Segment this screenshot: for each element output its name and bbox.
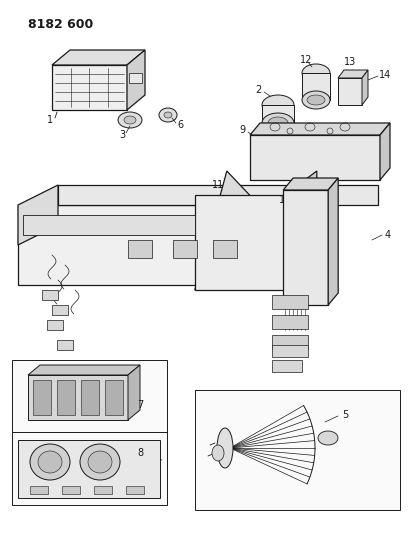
Ellipse shape bbox=[80, 444, 120, 480]
Polygon shape bbox=[379, 123, 389, 180]
Ellipse shape bbox=[216, 428, 232, 468]
Ellipse shape bbox=[211, 445, 223, 461]
Text: 8: 8 bbox=[137, 448, 143, 458]
Text: 9: 9 bbox=[238, 125, 245, 135]
Polygon shape bbox=[283, 178, 337, 190]
Polygon shape bbox=[284, 171, 316, 290]
Ellipse shape bbox=[306, 95, 324, 105]
Polygon shape bbox=[33, 380, 51, 415]
Polygon shape bbox=[28, 365, 139, 375]
Polygon shape bbox=[271, 295, 307, 309]
Bar bbox=[52, 305, 68, 315]
Polygon shape bbox=[194, 171, 316, 290]
Text: 3: 3 bbox=[119, 130, 125, 140]
Polygon shape bbox=[337, 70, 367, 78]
Polygon shape bbox=[129, 73, 142, 83]
Polygon shape bbox=[127, 50, 145, 110]
Polygon shape bbox=[128, 365, 139, 420]
Ellipse shape bbox=[118, 112, 142, 128]
Ellipse shape bbox=[301, 91, 329, 109]
Polygon shape bbox=[361, 70, 367, 105]
Polygon shape bbox=[62, 486, 80, 494]
Text: 14: 14 bbox=[378, 70, 390, 80]
Ellipse shape bbox=[159, 108, 177, 122]
Text: 4: 4 bbox=[384, 230, 390, 240]
Text: 10: 10 bbox=[278, 195, 290, 205]
Polygon shape bbox=[18, 205, 205, 285]
Bar bbox=[12, 360, 166, 505]
Text: 2: 2 bbox=[254, 85, 261, 95]
Polygon shape bbox=[18, 185, 58, 245]
Polygon shape bbox=[57, 380, 75, 415]
Polygon shape bbox=[128, 240, 152, 258]
Polygon shape bbox=[301, 73, 329, 100]
Ellipse shape bbox=[261, 113, 293, 133]
Polygon shape bbox=[271, 315, 307, 329]
Bar bbox=[57, 340, 73, 350]
Ellipse shape bbox=[267, 117, 287, 129]
Ellipse shape bbox=[38, 451, 62, 473]
Polygon shape bbox=[52, 50, 145, 65]
Text: 12: 12 bbox=[299, 55, 311, 65]
Bar bbox=[195, 390, 399, 510]
Ellipse shape bbox=[124, 116, 136, 124]
Text: 13: 13 bbox=[343, 57, 355, 67]
Text: 11: 11 bbox=[211, 180, 224, 190]
Polygon shape bbox=[81, 380, 99, 415]
Ellipse shape bbox=[30, 444, 70, 480]
Polygon shape bbox=[261, 105, 293, 123]
Text: 8182 600: 8182 600 bbox=[28, 18, 93, 31]
Polygon shape bbox=[23, 215, 194, 235]
Polygon shape bbox=[194, 195, 284, 290]
Text: 5: 5 bbox=[341, 410, 347, 420]
Polygon shape bbox=[283, 190, 327, 305]
Polygon shape bbox=[105, 380, 123, 415]
Polygon shape bbox=[327, 178, 337, 305]
Bar bbox=[42, 290, 58, 300]
Polygon shape bbox=[337, 78, 361, 105]
Text: 6: 6 bbox=[177, 120, 182, 130]
Polygon shape bbox=[173, 240, 196, 258]
Polygon shape bbox=[271, 335, 307, 349]
Ellipse shape bbox=[317, 431, 337, 445]
Polygon shape bbox=[58, 185, 377, 205]
Bar bbox=[47, 320, 63, 330]
Ellipse shape bbox=[301, 64, 329, 82]
Ellipse shape bbox=[88, 451, 112, 473]
Polygon shape bbox=[271, 360, 301, 372]
Polygon shape bbox=[94, 486, 112, 494]
Polygon shape bbox=[271, 345, 307, 357]
Ellipse shape bbox=[261, 95, 293, 115]
Text: 1: 1 bbox=[47, 115, 53, 125]
Polygon shape bbox=[30, 486, 48, 494]
Polygon shape bbox=[249, 123, 389, 135]
Polygon shape bbox=[126, 486, 144, 494]
Polygon shape bbox=[213, 240, 236, 258]
Text: 7: 7 bbox=[137, 400, 143, 410]
Ellipse shape bbox=[164, 112, 172, 118]
Polygon shape bbox=[52, 65, 127, 110]
Polygon shape bbox=[28, 375, 128, 420]
Polygon shape bbox=[18, 440, 160, 498]
Polygon shape bbox=[249, 135, 379, 180]
